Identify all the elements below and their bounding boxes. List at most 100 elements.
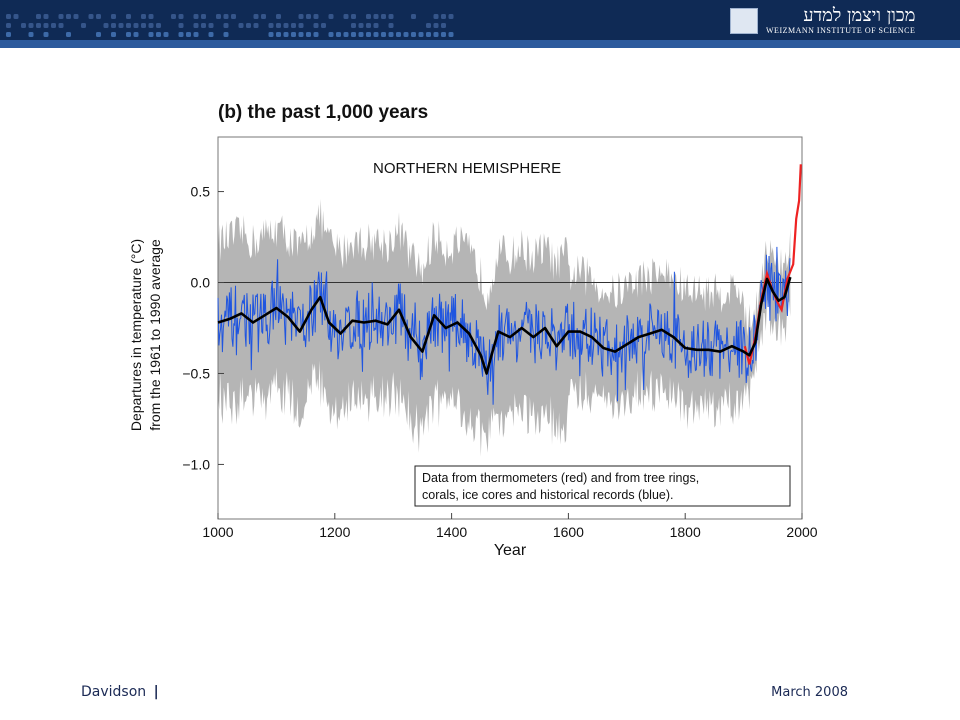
header-dot xyxy=(448,14,454,19)
header-dot xyxy=(426,23,431,28)
header-dot xyxy=(223,14,229,19)
y-tick-label: 0.0 xyxy=(191,275,211,291)
decorative-dot-pattern xyxy=(6,14,454,37)
legend-line-2: corals, ice cores and historical records… xyxy=(422,488,674,502)
header-dot xyxy=(253,14,259,19)
header-dot xyxy=(51,23,56,28)
y-axis-label-line-1: Departures in temperature (°C) xyxy=(128,239,144,431)
header-dot xyxy=(351,23,356,28)
header-dot xyxy=(178,32,184,37)
header-dot xyxy=(193,14,199,19)
temperature-chart: (b) the past 1,000 years 1000 1200 1400 160… xyxy=(128,102,818,559)
header-dot xyxy=(201,23,206,28)
header-dot xyxy=(148,14,154,19)
header-dot xyxy=(276,14,281,19)
y-axis-label-line-2: from the 1961 to 1990 average xyxy=(147,239,163,431)
header-dot xyxy=(88,14,94,19)
header-dot xyxy=(81,23,86,28)
header-dot xyxy=(201,14,206,19)
header-dot xyxy=(358,32,364,37)
weizmann-logo: מכון ויצמן למדע WEIZMANN INSTITUTE OF SC… xyxy=(730,6,920,36)
header-dot xyxy=(373,14,379,19)
y-tick-label: 0.5 xyxy=(191,184,211,200)
plot-area: 1000 1200 1400 1600 1800 2000 0.5 0.0 −0.5 −1.0 xyxy=(182,136,818,540)
header-dot xyxy=(111,23,116,28)
header-dot xyxy=(283,32,289,37)
legend-line-1: Data from thermometers (red) and from tr… xyxy=(422,471,699,485)
header-dot xyxy=(126,23,131,28)
header-dot xyxy=(156,32,161,37)
header-dot xyxy=(313,32,319,37)
header-dot xyxy=(328,14,334,19)
header-dot xyxy=(418,32,424,37)
header-dot xyxy=(366,23,371,28)
footer-author: Davidson | xyxy=(81,684,159,700)
x-tick-label: 1400 xyxy=(436,524,467,540)
header-dot xyxy=(156,23,161,28)
header-dot xyxy=(118,23,124,28)
header-dot xyxy=(373,23,379,28)
header-dot xyxy=(381,14,386,19)
header-dot xyxy=(433,23,439,28)
header-dot xyxy=(358,23,364,28)
header-dot xyxy=(223,23,229,28)
header-dot xyxy=(298,14,304,19)
header-dot xyxy=(43,32,49,37)
footer-separator: | xyxy=(153,684,159,700)
header-dot xyxy=(231,14,236,19)
x-tick-label: 1200 xyxy=(319,524,350,540)
header-dot xyxy=(126,14,131,19)
logo-hebrew-text: מכון ויצמן למדע xyxy=(803,5,916,26)
header-dot xyxy=(96,14,101,19)
header-dot xyxy=(306,14,311,19)
header-dot xyxy=(411,14,416,19)
header-dot xyxy=(58,14,64,19)
header-dot xyxy=(441,14,446,19)
header-dot xyxy=(411,32,416,37)
header-dot xyxy=(36,14,41,19)
header-dot xyxy=(313,23,319,28)
header-dot xyxy=(351,32,356,37)
x-tick-label: 1600 xyxy=(553,524,584,540)
header-dot xyxy=(441,32,446,37)
header-dot xyxy=(433,14,439,19)
header-dot xyxy=(223,32,229,37)
header-dot xyxy=(246,23,251,28)
header-dot xyxy=(366,32,371,37)
header-dot xyxy=(328,32,334,37)
header-dot xyxy=(298,32,304,37)
header-dot xyxy=(306,32,311,37)
header-dot xyxy=(343,32,349,37)
header-dot xyxy=(141,23,146,28)
y-tick-label: −1.0 xyxy=(182,456,210,472)
header-dot xyxy=(111,14,116,19)
header-dot xyxy=(403,32,409,37)
header-dot xyxy=(268,32,274,37)
header-dot xyxy=(321,23,326,28)
header-dot xyxy=(238,23,244,28)
header-dot xyxy=(186,32,191,37)
smoothed-series-line xyxy=(217,276,792,375)
header-dot xyxy=(388,32,394,37)
header-dot xyxy=(283,23,289,28)
header-dot xyxy=(261,14,266,19)
header-dot xyxy=(43,23,49,28)
header-dot xyxy=(103,23,109,28)
header-dot xyxy=(111,32,116,37)
header-dot xyxy=(343,14,349,19)
proxy-series-line xyxy=(217,246,791,405)
header-dot xyxy=(291,32,296,37)
header-dot xyxy=(141,14,146,19)
header-dot xyxy=(133,23,139,28)
header-dot xyxy=(208,23,214,28)
header-dot xyxy=(373,32,379,37)
header-dot xyxy=(208,32,214,37)
header-dot xyxy=(66,32,71,37)
chart-subtitle: NORTHERN HEMISPHERE xyxy=(373,160,561,177)
header-dot xyxy=(66,14,71,19)
logo-icon xyxy=(730,8,758,34)
footer-author-name: Davidson xyxy=(81,684,147,700)
footer-date: March 2008 xyxy=(771,685,848,700)
header-dot xyxy=(163,32,169,37)
x-axis-label: Year xyxy=(494,542,527,559)
